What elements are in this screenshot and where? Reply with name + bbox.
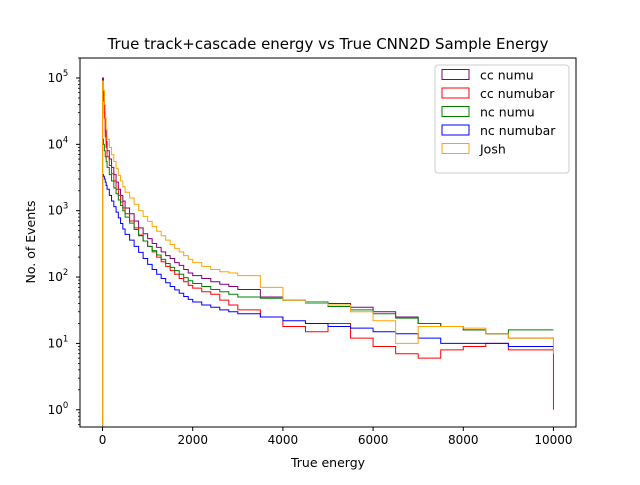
legend-swatch-0 <box>441 69 470 80</box>
chart-title: True track+cascade energy vs True CNN2D … <box>106 35 548 53</box>
plot-frame <box>79 57 577 428</box>
legend-swatch-3 <box>441 124 470 136</box>
series-line-3 <box>102 174 554 427</box>
y-tick-label-0: 100 <box>48 401 69 417</box>
y-axis: 100 101 102 103 104 105 <box>48 57 80 425</box>
series-layer <box>102 77 554 427</box>
legend-label-0: cc numu <box>480 68 534 83</box>
series-line-1 <box>102 83 554 427</box>
x-tick-label-5: 10000 <box>534 433 572 447</box>
legend: cc numu cc numubar nc numu nc numubar Josh <box>434 64 570 174</box>
series-line-0 <box>102 77 554 427</box>
legend-swatch-4 <box>441 143 470 154</box>
x-tick-label-4: 8000 <box>448 433 479 447</box>
x-tick-label-1: 2000 <box>177 433 208 447</box>
legend-label-4: Josh <box>479 142 506 157</box>
x-axis: 0 2000 4000 6000 8000 10000 <box>99 427 573 447</box>
legend-label-1: cc numubar <box>480 86 555 101</box>
x-tick-label-2: 4000 <box>268 433 299 447</box>
x-tick-label-3: 6000 <box>358 433 389 447</box>
legend-label-2: nc numu <box>480 105 535 120</box>
y-tick-label-3: 103 <box>48 202 69 218</box>
y-tick-label-4: 104 <box>48 135 69 151</box>
y-tick-label-5: 105 <box>48 69 69 85</box>
x-tick-label-0: 0 <box>99 433 107 447</box>
y-tick-label-2: 102 <box>48 268 69 284</box>
legend-label-3: nc numubar <box>480 123 556 138</box>
x-axis-label: True energy <box>290 455 366 470</box>
legend-swatch-2 <box>441 106 470 117</box>
series-line-4 <box>102 80 554 427</box>
y-axis-label: No. of Events <box>23 200 38 283</box>
y-tick-label-1: 101 <box>48 334 69 350</box>
legend-swatch-1 <box>441 87 470 99</box>
